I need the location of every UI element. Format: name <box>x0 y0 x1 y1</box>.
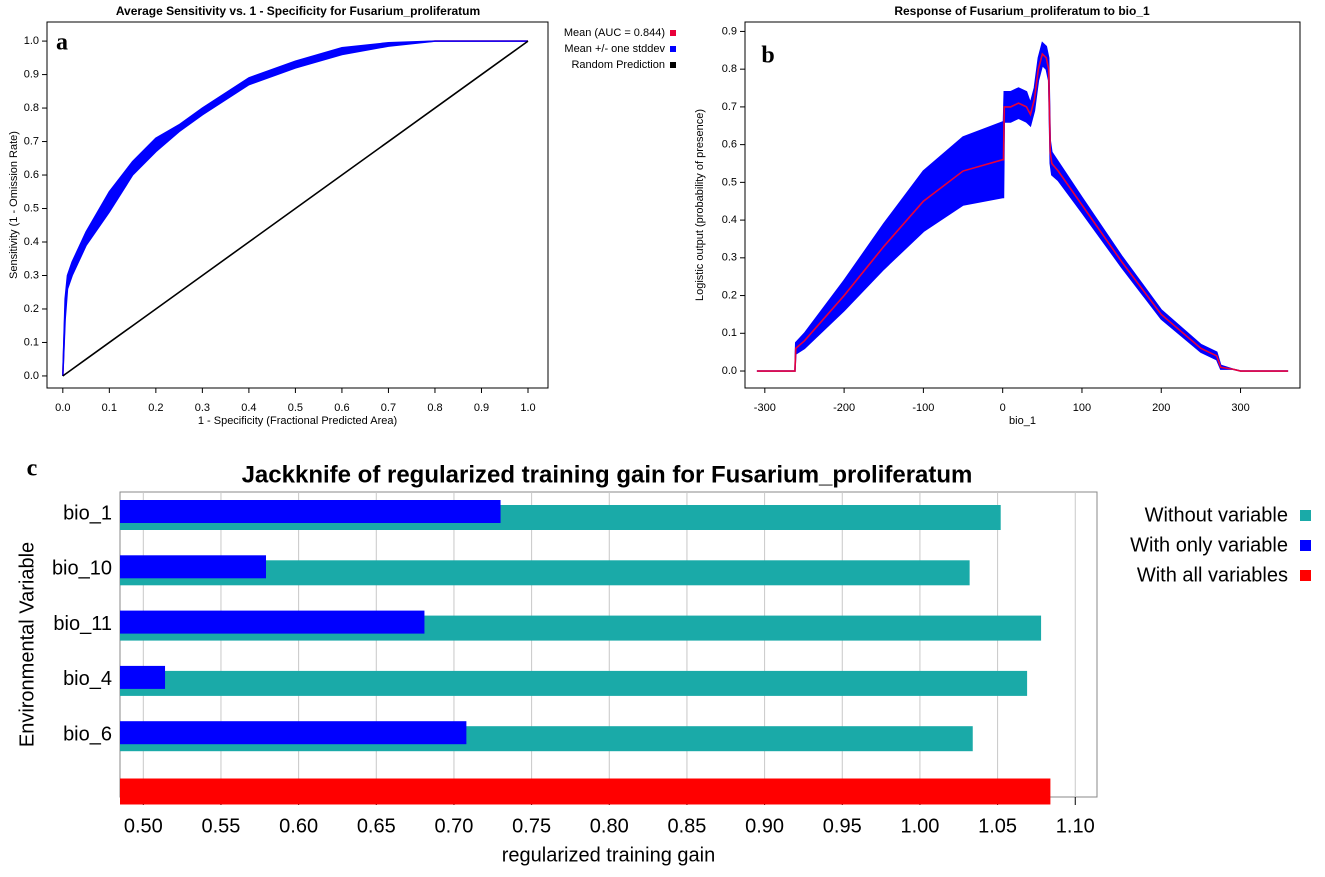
y-tick-label: 0.2 <box>24 303 39 315</box>
x-tick-label: 0.0 <box>55 402 70 414</box>
y-axis-label: Environmental Variable <box>16 542 38 747</box>
bar <box>120 500 501 523</box>
line <box>756 52 1289 372</box>
legend-label: Mean (AUC = 0.844) <box>564 27 665 39</box>
x-tick-label: 1.10 <box>1056 815 1095 837</box>
y-tick-label: 0.6 <box>24 169 39 181</box>
x-tick-label: 100 <box>1073 402 1091 414</box>
x-tick-label: -100 <box>912 402 934 414</box>
line <box>62 40 529 377</box>
y-tick-label: 0.1 <box>24 336 39 348</box>
x-tick-label: 0.50 <box>124 815 163 837</box>
stddev-band <box>756 41 1289 372</box>
y-tick-label: 0.6 <box>722 139 737 151</box>
y-axis-label: Logistic output (probability of presence… <box>694 109 706 301</box>
y-tick-label: 0.2 <box>722 289 737 301</box>
y-tick-label: bio_1 <box>63 502 112 524</box>
x-tick-label: 0 <box>1000 402 1006 414</box>
x-tick-label: 0.90 <box>745 815 784 837</box>
y-tick-label: 0.5 <box>24 202 39 214</box>
y-tick-label: 0.8 <box>722 63 737 75</box>
x-tick-label: 0.3 <box>195 402 210 414</box>
x-tick-label: 0.2 <box>148 402 163 414</box>
y-tick-label: 0.0 <box>722 365 737 377</box>
y-tick-label: 0.1 <box>722 327 737 339</box>
y-tick-label: bio_6 <box>63 723 112 745</box>
legend-swatch <box>670 46 676 52</box>
bar <box>120 555 267 579</box>
bar <box>120 610 425 634</box>
bar <box>120 670 1028 696</box>
x-tick-label: 0.5 <box>288 402 303 414</box>
x-tick-label: -200 <box>833 402 855 414</box>
legend-label: With only variable <box>1130 534 1288 556</box>
x-tick-label: -300 <box>754 402 776 414</box>
x-tick-label: 0.8 <box>427 402 442 414</box>
x-tick-label: 0.6 <box>334 402 349 414</box>
x-tick-label: 0.60 <box>279 815 318 837</box>
x-tick-label: 0.75 <box>512 815 551 837</box>
x-tick-label: 0.95 <box>823 815 862 837</box>
y-tick-label: 0.7 <box>722 101 737 113</box>
y-tick-label: 0.9 <box>24 68 39 80</box>
y-tick-label: bio_10 <box>52 558 112 580</box>
plot-frame <box>119 491 1098 798</box>
legend-swatch <box>670 62 676 68</box>
y-tick-label: 0.7 <box>24 135 39 147</box>
x-axis-label: bio_1 <box>1009 415 1036 427</box>
x-axis-label: 1 - Specificity (Fractional Predicted Ar… <box>198 415 397 427</box>
y-tick-label: 0.0 <box>24 370 39 382</box>
x-tick-label: 300 <box>1231 402 1249 414</box>
legend-label: Mean +/- one stddev <box>564 43 665 55</box>
y-tick-label: 0.5 <box>722 176 737 188</box>
bar <box>120 721 467 745</box>
bar <box>120 778 1051 805</box>
legend-swatch <box>1300 540 1311 551</box>
x-tick-label: 0.1 <box>102 402 117 414</box>
stddev-band <box>62 40 528 376</box>
x-tick-label: 0.4 <box>241 402 256 414</box>
y-tick-label: bio_4 <box>63 668 112 690</box>
panel-label: c <box>27 456 38 482</box>
x-tick-label: 0.7 <box>381 402 396 414</box>
x-tick-label: 0.70 <box>434 815 473 837</box>
x-tick-label: 0.85 <box>667 815 706 837</box>
x-tick-label: 200 <box>1152 402 1170 414</box>
legend-swatch <box>670 30 676 36</box>
y-tick-label: 0.3 <box>722 252 737 264</box>
legend-label: With all variables <box>1137 564 1288 586</box>
x-tick-label: 0.65 <box>357 815 396 837</box>
legend-label: Without variable <box>1145 504 1288 526</box>
y-axis-label: Sensitivity (1 - Omission Rate) <box>8 131 20 279</box>
legend-swatch <box>1300 570 1311 581</box>
y-tick-label: bio_11 <box>53 613 112 635</box>
y-tick-label: 0.4 <box>24 236 39 248</box>
panel-label: a <box>56 30 68 56</box>
x-tick-label: 0.9 <box>474 402 489 414</box>
chart-title: Response of Fusarium_proliferatum to bio… <box>894 4 1150 18</box>
x-tick-label: 0.55 <box>201 815 240 837</box>
y-tick-label: 0.8 <box>24 102 39 114</box>
x-tick-label: 1.00 <box>900 815 939 837</box>
legend-label: Random Prediction <box>571 59 665 71</box>
y-tick-label: 0.9 <box>722 25 737 37</box>
y-tick-label: 1.0 <box>24 35 39 47</box>
chart-title: Average Sensitivity vs. 1 - Specificity … <box>116 4 480 18</box>
plot-frame <box>744 21 1301 389</box>
x-axis-label: regularized training gain <box>502 844 715 866</box>
x-tick-label: 1.0 <box>520 402 535 414</box>
panel-label: b <box>761 43 774 69</box>
chart-title: Jackknife of regularized training gain f… <box>242 461 973 488</box>
y-tick-label: 0.3 <box>24 269 39 281</box>
x-tick-label: 1.05 <box>978 815 1017 837</box>
x-tick-label: 0.80 <box>590 815 629 837</box>
y-tick-label: 0.4 <box>722 214 737 226</box>
bar <box>120 665 166 689</box>
legend-swatch <box>1300 510 1311 521</box>
